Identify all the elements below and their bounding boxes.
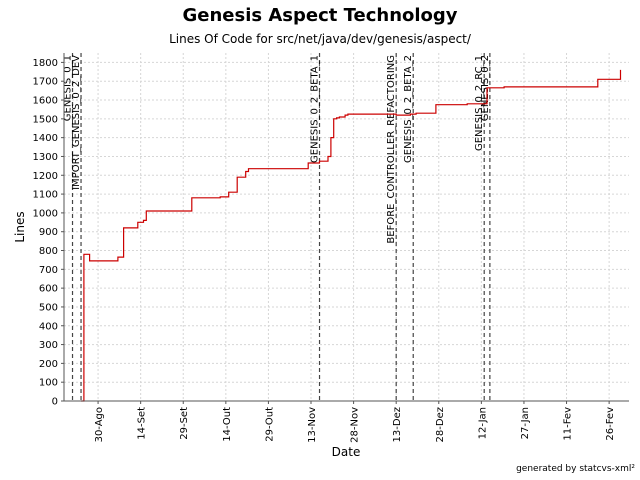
y-tick-label: 800 [39, 246, 58, 257]
tag-marker-label: IMPORT_GENESIS_0_2_DEV [71, 55, 82, 190]
x-tick-label: 14-Out [222, 407, 233, 442]
y-tick-label: 200 [39, 359, 58, 370]
x-tick-label: 14-Set [137, 407, 148, 440]
x-tick-label: 27-Jan [520, 407, 531, 439]
y-tick-label: 0 [52, 397, 58, 408]
y-tick-label: 600 [39, 284, 58, 295]
tag-marker-label: GENESIS_0_1 [63, 55, 74, 121]
y-tick-label: 700 [39, 265, 58, 276]
chart-title: Genesis Aspect Technology [182, 5, 458, 26]
x-tick-label: 30-Ago [94, 407, 105, 442]
y-tick-label: 400 [39, 321, 58, 332]
y-axis-ticks: 0 100 200 300 400 500 600 700 800 900 1000 1100 1200… [33, 58, 64, 408]
tag-marker-label: GENESIS_0_2 [480, 55, 491, 121]
x-tick-label: 12-Jan [477, 407, 488, 439]
chart-subtitle: Lines Of Code for src/net/java/dev/genes… [169, 32, 471, 46]
y-tick-label: 1100 [33, 190, 58, 201]
y-tick-label: 300 [39, 340, 58, 351]
axes [63, 53, 629, 402]
tag-marker-label: GENESIS_0_2_BETA_1 [310, 55, 321, 163]
x-tick-label: 29-Set [179, 407, 190, 440]
y-tick-label: 100 [39, 378, 58, 389]
x-tick-label: 29-Out [264, 407, 275, 442]
y-tick-label: 900 [39, 227, 58, 238]
tag-marker-label: GENESIS_0_2_BETA_2 [403, 55, 414, 163]
y-axis-label: Lines [13, 211, 27, 242]
y-tick-label: 1000 [33, 208, 58, 219]
y-tick-label: 1300 [33, 152, 58, 163]
x-tick-label: 26-Fev [605, 407, 616, 441]
x-tick-label: 13-Nov [307, 407, 318, 443]
y-tick-label: 1800 [33, 58, 58, 69]
x-axis-label: Date [332, 445, 361, 459]
y-tick-label: 1400 [33, 133, 58, 144]
y-tick-label: 500 [39, 302, 58, 313]
x-axis-ticks: 30-Ago 14-Set 29-Set 14-Out 29-Out 13-Nov 28-N… [94, 401, 616, 443]
y-tick-label: 1500 [33, 114, 58, 125]
x-tick-label: 28-Dez [435, 407, 446, 442]
y-tick-label: 1600 [33, 96, 58, 107]
tag-marker-label: GENESIS_0_2_RC_1 [474, 55, 485, 151]
y-tick-label: 1700 [33, 77, 58, 88]
tag-marker-label: BEFORE_CONTROLLER_REFACTORING [386, 55, 397, 244]
x-tick-label: 28-Nov [350, 407, 361, 443]
x-tick-label: 11-Fev [563, 407, 574, 441]
plot-background [64, 53, 629, 401]
footer-credit: generated by statcvs-xml² [516, 464, 635, 474]
x-tick-label: 13-Dez [392, 407, 403, 442]
series-line [81, 69, 622, 402]
y-tick-label: 1200 [33, 171, 58, 182]
